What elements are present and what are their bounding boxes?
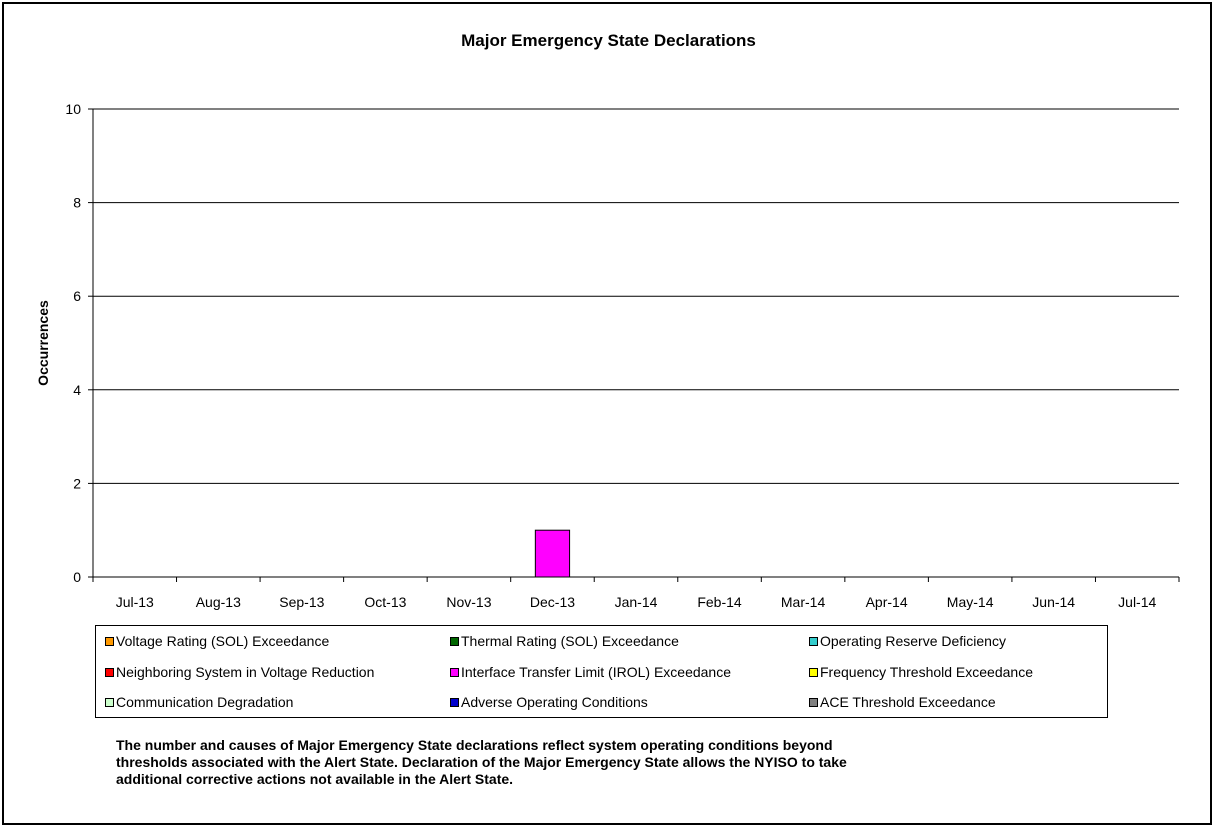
legend-item: ACE Threshold Exceedance bbox=[809, 694, 996, 710]
legend-item: Neighboring System in Voltage Reduction bbox=[105, 664, 374, 680]
legend-item: Adverse Operating Conditions bbox=[450, 694, 648, 710]
legend-item: Operating Reserve Deficiency bbox=[809, 633, 1006, 649]
legend-label: Voltage Rating (SOL) Exceedance bbox=[116, 633, 330, 649]
y-axis-title: Occurrences bbox=[35, 300, 51, 386]
legend-item: Voltage Rating (SOL) Exceedance bbox=[105, 633, 329, 649]
x-tick-label: Jun-14 bbox=[1032, 594, 1075, 610]
x-tick-label: Nov-13 bbox=[446, 594, 491, 610]
x-tick-label: Aug-13 bbox=[196, 594, 241, 610]
legend-swatch bbox=[450, 636, 459, 646]
bar bbox=[534, 529, 571, 578]
y-tick-label: 10 bbox=[65, 101, 81, 117]
legend-label: Adverse Operating Conditions bbox=[461, 694, 648, 710]
x-tick-label: Jan-14 bbox=[615, 594, 658, 610]
y-tick-label: 2 bbox=[73, 475, 81, 491]
legend-swatch bbox=[809, 667, 818, 677]
chart-title: Major Emergency State Declarations bbox=[461, 31, 756, 50]
legend-label: Operating Reserve Deficiency bbox=[820, 633, 1006, 649]
legend-item: Interface Transfer Limit (IROL) Exceedan… bbox=[450, 664, 731, 680]
legend-item: Frequency Threshold Exceedance bbox=[809, 664, 1033, 680]
legend-label: Thermal Rating (SOL) Exceedance bbox=[461, 633, 679, 649]
x-tick-label: Oct-13 bbox=[364, 594, 406, 610]
legend-item: Thermal Rating (SOL) Exceedance bbox=[450, 633, 679, 649]
legend-swatch bbox=[105, 667, 114, 677]
x-tick-label: Apr-14 bbox=[866, 594, 908, 610]
chart-legend: Voltage Rating (SOL) Exceedance Thermal R… bbox=[95, 625, 1108, 718]
note-line: additional corrective actions not availa… bbox=[116, 771, 514, 787]
x-tick-label: Mar-14 bbox=[781, 594, 826, 610]
y-tick-label: 6 bbox=[73, 288, 81, 304]
x-tick-label: Feb-14 bbox=[697, 594, 742, 610]
legend-swatch bbox=[105, 697, 114, 707]
y-tick-label: 8 bbox=[73, 195, 81, 211]
legend-swatch bbox=[450, 667, 459, 677]
x-tick-label: Dec-13 bbox=[530, 594, 575, 610]
legend-item: Communication Degradation bbox=[105, 694, 293, 710]
legend-label: Interface Transfer Limit (IROL) Exceedan… bbox=[461, 664, 731, 680]
legend-swatch bbox=[809, 636, 818, 646]
chart-note: The number and causes of Major Emergency… bbox=[116, 737, 1106, 788]
x-tick-label: Jul-14 bbox=[1118, 594, 1156, 610]
legend-label: Neighboring System in Voltage Reduction bbox=[116, 664, 375, 680]
chart-plot: 0 2 4 6 8 10 Jul-13 Aug-13 Sep-13 Oct-13 Nov-13 Dec… bbox=[35, 101, 1180, 610]
legend-label: Frequency Threshold Exceedance bbox=[820, 664, 1033, 680]
x-tick-label: Sep-13 bbox=[279, 594, 324, 610]
note-line: The number and causes of Major Emergency… bbox=[116, 737, 833, 753]
legend-label: ACE Threshold Exceedance bbox=[820, 694, 996, 710]
y-tick-label: 0 bbox=[73, 569, 81, 585]
x-tick-label: Jul-13 bbox=[116, 594, 154, 610]
legend-swatch bbox=[450, 697, 459, 707]
x-tick-label: May-14 bbox=[947, 594, 994, 610]
legend-label: Communication Degradation bbox=[116, 694, 294, 710]
legend-swatch bbox=[105, 636, 114, 646]
y-tick-label: 4 bbox=[73, 382, 81, 398]
note-line: thresholds associated with the Alert Sta… bbox=[116, 754, 847, 770]
legend-swatch bbox=[809, 697, 818, 707]
